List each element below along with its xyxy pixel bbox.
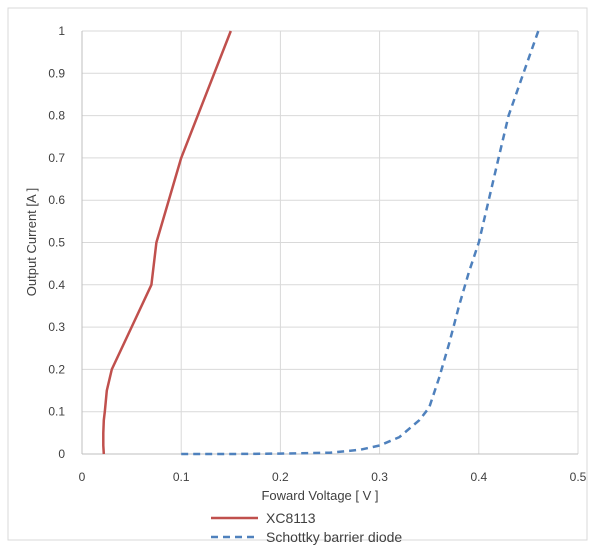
legend-label: Schottky barrier diode: [266, 529, 402, 545]
y-tick-label: 0.2: [48, 362, 65, 376]
y-tick-label: 0.4: [48, 278, 65, 292]
y-tick-label: 0.1: [48, 405, 65, 419]
y-tick-label: 0.5: [48, 236, 65, 250]
legend: XC8113 Schottky barrier diode: [211, 510, 402, 545]
series-line-0: [102, 30, 232, 455]
axes: [81, 31, 578, 455]
x-tick-label: 0.4: [470, 470, 487, 484]
x-axis-title: Foward Voltage [ V ]: [261, 488, 378, 503]
y-tick-label: 0.3: [48, 320, 65, 334]
chart-frame: [7, 7, 588, 541]
series-lines: [102, 30, 540, 456]
x-tick-label: 0.5: [570, 470, 587, 484]
x-tick-label: 0.2: [272, 470, 289, 484]
series-line-1: [181, 30, 540, 456]
y-tick-label: 1: [58, 24, 65, 38]
x-tick-label: 0.1: [173, 470, 190, 484]
y-tick-label: 0: [58, 447, 65, 461]
y-tick-label: 0.7: [48, 151, 65, 165]
tick-labels: 0 0.1 0.2 0.3 0.4 0.5 0.6 0.7 0.8 0.9 1 0 0.1 0.2 0.3 0…: [48, 24, 586, 484]
y-tick-label: 0.8: [48, 109, 65, 123]
x-tick-label: 0: [79, 470, 86, 484]
y-tick-label: 0.6: [48, 193, 65, 207]
legend-label: XC8113: [266, 510, 316, 526]
x-tick-label: 0.3: [371, 470, 388, 484]
y-tick-label: 0.9: [48, 66, 65, 80]
y-axis-title: Output Current [A ]: [24, 188, 39, 296]
